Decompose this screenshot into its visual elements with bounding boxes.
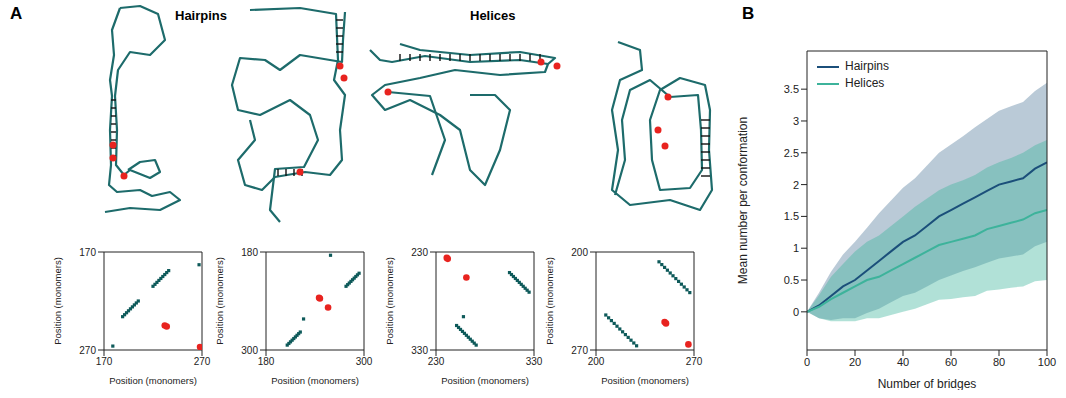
svg-text:Position (monomers): Position (monomers) <box>214 257 225 345</box>
svg-text:3: 3 <box>793 115 799 127</box>
html-text:Hairpins: Hairpins <box>175 8 227 23</box>
svg-text:40: 40 <box>897 356 909 368</box>
svg-text:180: 180 <box>241 247 258 258</box>
svg-text:Position (monomers): Position (monomers) <box>109 375 197 386</box>
svg-text:100: 100 <box>1038 356 1056 368</box>
svg-text:1: 1 <box>793 242 799 254</box>
html-text:Helices: Helices <box>470 8 516 23</box>
svg-text:2.5: 2.5 <box>784 147 799 159</box>
svg-text:Position (monomers): Position (monomers) <box>544 257 555 345</box>
html-text:Hairpins: Hairpins <box>845 59 889 73</box>
svg-text:Mean number per conformation: Mean number per conformation <box>736 117 750 284</box>
svg-text:200: 200 <box>588 356 605 367</box>
svg-text:170: 170 <box>96 356 113 367</box>
svg-text:Number of bridges: Number of bridges <box>878 377 977 390</box>
svg-text:300: 300 <box>241 345 258 356</box>
html-text:B: B <box>742 4 755 23</box>
svg-text:300: 300 <box>356 356 373 367</box>
svg-text:170: 170 <box>79 247 96 258</box>
svg-text:230: 230 <box>411 247 428 258</box>
svg-text:230: 230 <box>428 356 445 367</box>
svg-text:80: 80 <box>993 356 1005 368</box>
svg-text:20: 20 <box>849 356 861 368</box>
svg-text:Position (monomers): Position (monomers) <box>441 375 529 386</box>
svg-text:200: 200 <box>571 247 588 258</box>
svg-text:270: 270 <box>79 345 96 356</box>
html-text:A: A <box>10 4 23 23</box>
svg-text:270: 270 <box>571 345 588 356</box>
svg-text:Position (monomers): Position (monomers) <box>384 257 395 345</box>
svg-text:0: 0 <box>793 306 799 318</box>
html-text:Helices: Helices <box>845 76 885 90</box>
svg-text:330: 330 <box>411 345 428 356</box>
svg-text:330: 330 <box>526 356 543 367</box>
svg-text:0.5: 0.5 <box>784 274 799 286</box>
svg-text:0: 0 <box>804 356 810 368</box>
svg-text:Position (monomers): Position (monomers) <box>601 375 689 386</box>
svg-text:2: 2 <box>793 179 799 191</box>
svg-text:Position (monomers): Position (monomers) <box>52 257 63 345</box>
svg-text:3.5: 3.5 <box>784 83 799 95</box>
svg-text:270: 270 <box>686 356 703 367</box>
svg-text:60: 60 <box>945 356 957 368</box>
svg-text:Position (monomers): Position (monomers) <box>271 375 359 386</box>
svg-text:270: 270 <box>194 356 211 367</box>
svg-text:180: 180 <box>258 356 275 367</box>
svg-text:1.5: 1.5 <box>784 210 799 222</box>
